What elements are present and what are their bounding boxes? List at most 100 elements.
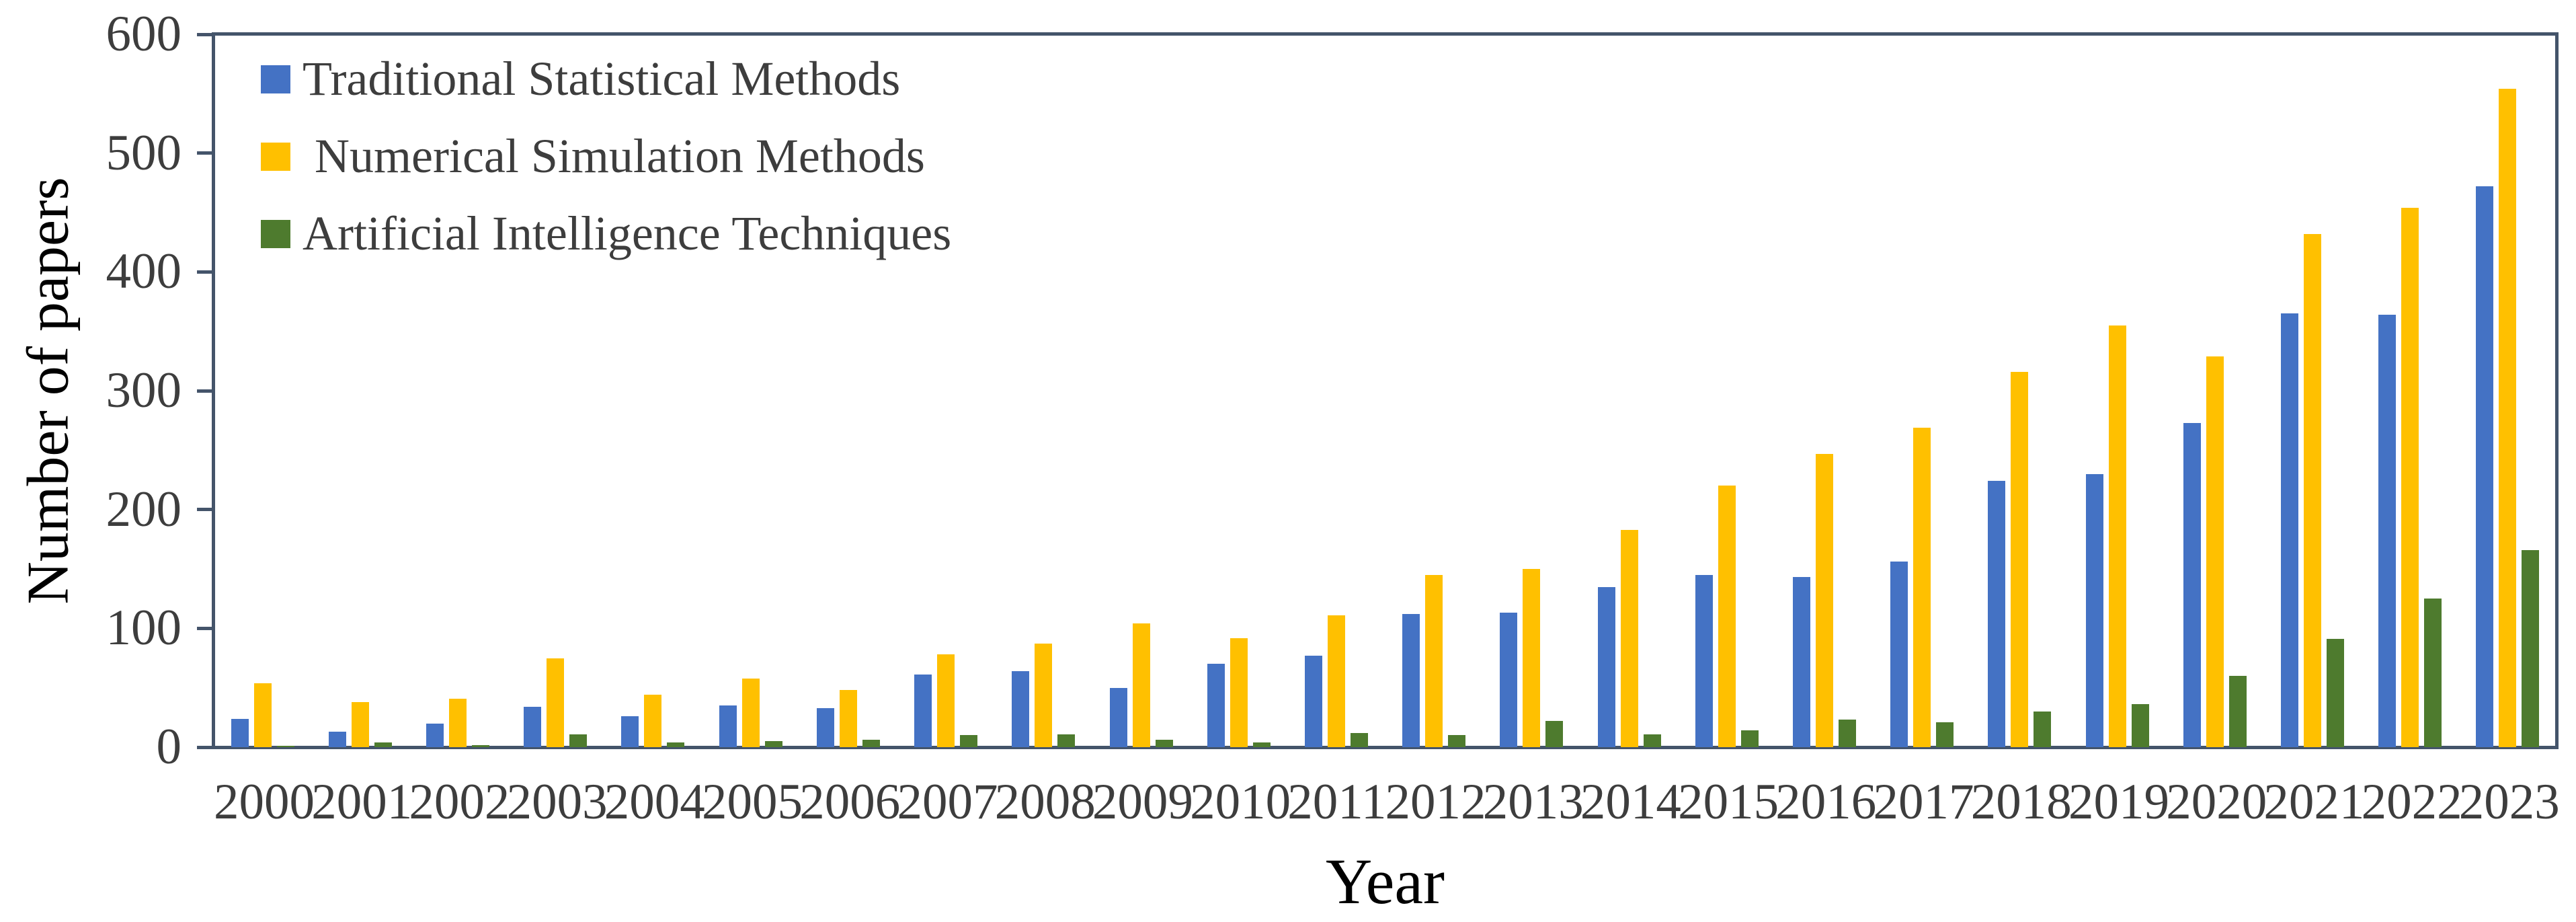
y-tick-mark <box>197 745 212 749</box>
bar-traditional-2001 <box>328 732 346 747</box>
bar-artificial-2006 <box>862 740 880 747</box>
bar-artificial-2015 <box>1740 730 1759 747</box>
x-tick-label: 2017 <box>1873 774 1974 830</box>
bar-artificial-2002 <box>472 744 489 747</box>
x-tick-label: 2018 <box>1970 774 2072 830</box>
y-tick-label: 400 <box>106 243 182 300</box>
bar-numerical-2006 <box>839 690 857 747</box>
y-tick-label: 100 <box>106 600 182 656</box>
bar-numerical-2000 <box>253 683 272 747</box>
bar-traditional-2023 <box>2476 186 2494 747</box>
bar-numerical-2012 <box>1425 574 1443 747</box>
bar-traditional-2017 <box>1890 562 1908 747</box>
bar-artificial-2005 <box>764 741 782 747</box>
x-tick-label: 2011 <box>1287 774 1387 830</box>
bar-numerical-2015 <box>1718 486 1736 747</box>
bar-artificial-2012 <box>1448 735 1466 747</box>
y-tick-label: 200 <box>106 481 182 537</box>
legend-label: Numerical Simulation Methods <box>303 129 925 183</box>
x-tick-label: 2021 <box>2263 774 2365 830</box>
bar-artificial-2016 <box>1838 720 1856 747</box>
bar-traditional-2020 <box>2183 422 2201 747</box>
bar-artificial-2022 <box>2424 599 2442 747</box>
legend-label: Traditional Statistical Methods <box>303 52 901 106</box>
bar-artificial-2018 <box>2034 712 2052 747</box>
bar-artificial-2007 <box>960 735 978 747</box>
legend-swatch-icon <box>261 65 290 93</box>
x-tick-label: 2015 <box>1678 774 1779 830</box>
x-tick-label: 2022 <box>2361 774 2462 830</box>
bar-traditional-2014 <box>1597 586 1615 747</box>
x-tick-label: 2002 <box>409 774 510 830</box>
bar-numerical-2004 <box>644 695 662 747</box>
bar-artificial-2000 <box>276 746 294 747</box>
bar-numerical-2022 <box>2401 207 2419 747</box>
bar-artificial-2013 <box>1545 721 1564 747</box>
bar-numerical-2018 <box>2011 371 2029 747</box>
bar-numerical-2021 <box>2304 233 2321 747</box>
bar-numerical-2020 <box>2206 356 2224 747</box>
bar-traditional-2010 <box>1207 664 1225 747</box>
y-tick-mark <box>197 508 212 512</box>
bar-numerical-2013 <box>1523 569 1541 747</box>
x-tick-label: 2014 <box>1580 774 1681 830</box>
x-tick-label: 2006 <box>799 774 901 830</box>
bar-traditional-2021 <box>2281 313 2298 747</box>
bar-numerical-2014 <box>1620 529 1638 747</box>
x-tick-label: 2020 <box>2166 774 2267 830</box>
bar-artificial-2003 <box>569 734 588 747</box>
bar-numerical-2005 <box>741 678 760 747</box>
legend-item: Artificial Intelligence Techniques <box>261 195 951 272</box>
bar-artificial-2008 <box>1057 734 1076 747</box>
bar-artificial-2023 <box>2522 549 2540 747</box>
bar-traditional-2011 <box>1304 656 1322 747</box>
legend: Traditional Statistical Methods Numerica… <box>261 40 951 272</box>
bar-traditional-2008 <box>1012 670 1030 747</box>
x-tick-label: 2005 <box>702 774 803 830</box>
bar-traditional-2013 <box>1500 613 1518 747</box>
x-tick-label: 2003 <box>506 774 608 830</box>
bar-traditional-2003 <box>524 706 542 747</box>
y-tick-label: 600 <box>106 6 182 62</box>
bar-artificial-2011 <box>1350 732 1368 747</box>
x-tick-label: 2023 <box>2458 774 2560 830</box>
bar-traditional-2016 <box>1792 577 1810 747</box>
y-tick-label: 500 <box>106 124 182 181</box>
bar-traditional-2006 <box>816 707 834 747</box>
bar-traditional-2005 <box>719 705 737 747</box>
bar-numerical-2011 <box>1327 615 1345 747</box>
y-tick-label: 300 <box>106 362 182 418</box>
x-tick-label: 2001 <box>311 774 413 830</box>
x-tick-label: 2019 <box>2068 774 2169 830</box>
bar-artificial-2010 <box>1252 742 1271 747</box>
x-tick-label: 2008 <box>994 774 1096 830</box>
bar-artificial-2009 <box>1155 740 1173 747</box>
legend-label: Artificial Intelligence Techniques <box>303 206 952 260</box>
bar-numerical-2023 <box>2499 89 2517 747</box>
bar-numerical-2009 <box>1132 623 1150 747</box>
x-tick-label: 2010 <box>1190 774 1291 830</box>
bar-numerical-2019 <box>2108 325 2126 747</box>
bar-traditional-2009 <box>1109 687 1127 747</box>
bar-traditional-2004 <box>621 716 639 747</box>
y-tick-mark <box>197 151 212 155</box>
y-tick-mark <box>197 270 212 274</box>
bar-artificial-2020 <box>2228 676 2247 747</box>
y-tick-mark <box>197 389 212 393</box>
y-tick-mark <box>197 626 212 630</box>
bar-traditional-2019 <box>2085 473 2103 747</box>
bar-numerical-2010 <box>1230 638 1248 747</box>
x-tick-label: 2009 <box>1092 774 1193 830</box>
legend-item: Numerical Simulation Methods <box>261 118 951 195</box>
bar-traditional-2022 <box>2378 314 2397 747</box>
bar-numerical-2003 <box>547 658 565 747</box>
bar-numerical-2016 <box>1815 453 1833 747</box>
bar-numerical-2001 <box>351 701 369 747</box>
x-tick-label: 2004 <box>604 774 705 830</box>
legend-swatch-icon <box>261 142 290 171</box>
y-tick-mark <box>197 32 212 36</box>
bar-numerical-2008 <box>1035 644 1053 747</box>
bar-numerical-2002 <box>449 698 467 747</box>
bar-artificial-2017 <box>1936 722 1954 747</box>
